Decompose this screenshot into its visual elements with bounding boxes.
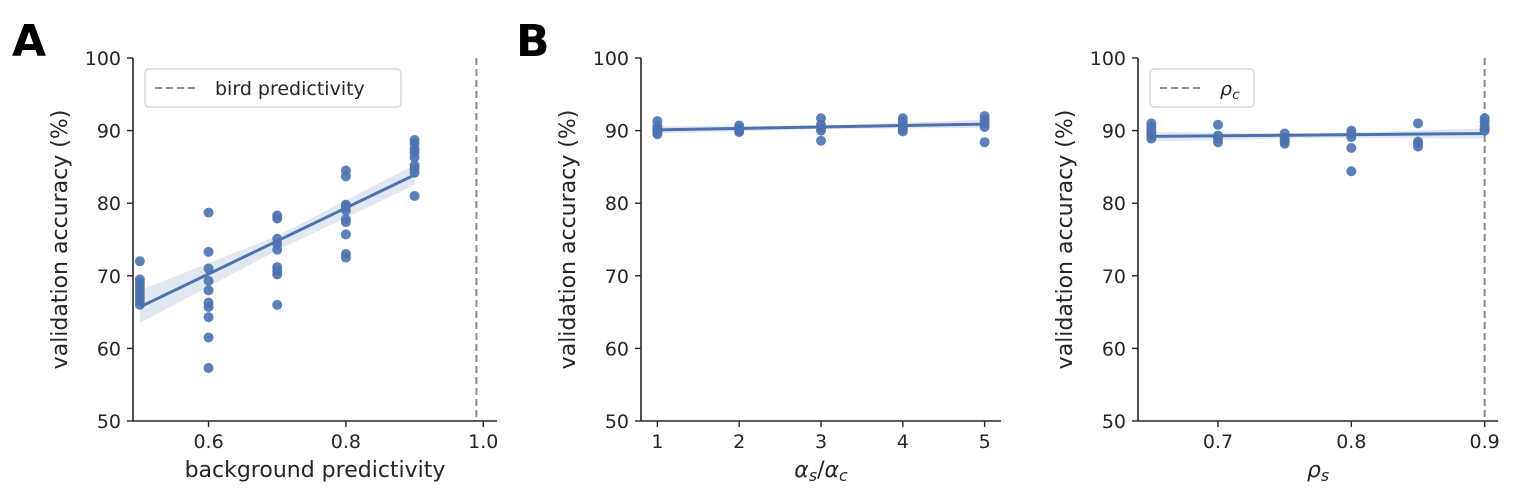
data-point-12 xyxy=(203,275,214,286)
y-axis-label: validation accuracy (%) xyxy=(1053,110,1078,370)
legend: ρc xyxy=(1149,68,1255,108)
y-tick-label: 90 xyxy=(1102,121,1126,143)
x-tick-label: 0.9 xyxy=(1470,431,1500,453)
y-tick-label: 80 xyxy=(605,193,629,215)
x-tick-label: 1 xyxy=(651,431,663,453)
panel-letter-a: A xyxy=(12,16,46,67)
x-tick-label: 0.7 xyxy=(1203,431,1233,453)
data-point-19 xyxy=(1413,118,1423,129)
data-point-17 xyxy=(1346,143,1357,154)
data-point-35 xyxy=(340,229,351,240)
data-point-23 xyxy=(272,244,283,255)
chart-alpha-ratio: 50 60 70 80 90 100 1 2 3 4 5 validation accuracy (%… xyxy=(556,48,1001,485)
y-tick-label: 70 xyxy=(97,266,121,288)
y-tick-label: 70 xyxy=(605,266,629,288)
data-point-13 xyxy=(203,285,214,296)
data-point-37 xyxy=(340,252,351,263)
data-point-42 xyxy=(409,152,420,163)
data-point-46 xyxy=(409,190,420,201)
data-point-6 xyxy=(1213,119,1223,130)
y-tick-label: 50 xyxy=(1102,411,1126,433)
y-tick-label: 60 xyxy=(97,338,121,360)
y-tick-label: 80 xyxy=(1102,193,1126,215)
x-tick-label: 1.0 xyxy=(468,431,498,453)
y-tick-label: 60 xyxy=(605,338,629,360)
data-point-18 xyxy=(1346,166,1357,177)
x-tick-label: 2 xyxy=(733,431,745,453)
data-point-9 xyxy=(1213,137,1223,148)
panel-letter-b: B xyxy=(516,16,550,67)
regression-line xyxy=(657,122,985,132)
x-axis-label: αs/αc xyxy=(794,458,848,485)
data-point-10 xyxy=(203,246,214,257)
legend-label: bird predictivity xyxy=(215,78,365,100)
y-axis-label: validation accuracy (%) xyxy=(48,110,73,370)
y-tick-label: 50 xyxy=(97,411,121,433)
data-point-22 xyxy=(1413,141,1423,152)
y-tick-label: 100 xyxy=(593,48,629,70)
chart-background-predictivity: 50 60 70 80 90 100 0.6 0.8 1.0 validation accurac… xyxy=(48,48,498,483)
data-point-0 xyxy=(134,256,145,267)
data-point-24 xyxy=(979,137,990,148)
data-point-20 xyxy=(272,213,283,224)
data-point-5 xyxy=(652,129,663,140)
data-point-27 xyxy=(272,299,283,310)
data-point-14 xyxy=(816,135,826,146)
y-axis-label: validation accuracy (%) xyxy=(556,110,581,370)
data-point-18 xyxy=(203,363,214,374)
data-point-9 xyxy=(203,207,214,218)
data-point-26 xyxy=(272,269,283,280)
chart-rho-s: 50 60 70 80 90 100 0.7 0.8 0.9 validation accurac… xyxy=(1053,48,1500,485)
data-point-17 xyxy=(203,332,214,343)
legend-frame xyxy=(1149,68,1255,108)
data-point-13 xyxy=(1279,138,1290,149)
y-tick-label: 60 xyxy=(1102,338,1126,360)
y-tick-label: 100 xyxy=(85,48,121,70)
x-axis-label: ρs xyxy=(1307,458,1329,485)
legend: bird predictivity xyxy=(144,68,402,108)
data-point-19 xyxy=(897,126,908,137)
x-tick-label: 0.6 xyxy=(193,431,223,453)
y-tick-label: 50 xyxy=(605,411,629,433)
data-point-29 xyxy=(340,171,351,182)
regression-line xyxy=(1151,132,1485,138)
x-tick-label: 0.8 xyxy=(331,431,361,453)
data-point-15 xyxy=(203,302,214,313)
regression-line xyxy=(139,173,416,309)
y-tick-label: 80 xyxy=(97,193,121,215)
data-point-11 xyxy=(203,263,214,274)
y-tick-label: 100 xyxy=(1090,48,1126,70)
y-tick-label: 70 xyxy=(1102,266,1126,288)
x-axis-label: background predictivity xyxy=(185,458,446,483)
x-tick-label: 5 xyxy=(979,431,991,453)
legend-frame xyxy=(144,68,402,108)
x-tick-label: 0.8 xyxy=(1336,431,1366,453)
y-tick-label: 90 xyxy=(605,121,629,143)
y-tick-label: 90 xyxy=(97,121,121,143)
x-tick-label: 4 xyxy=(897,431,909,453)
data-point-34 xyxy=(340,217,351,228)
x-tick-label: 3 xyxy=(815,431,827,453)
data-point-16 xyxy=(203,312,214,323)
legend-label: ρc xyxy=(1220,78,1240,103)
